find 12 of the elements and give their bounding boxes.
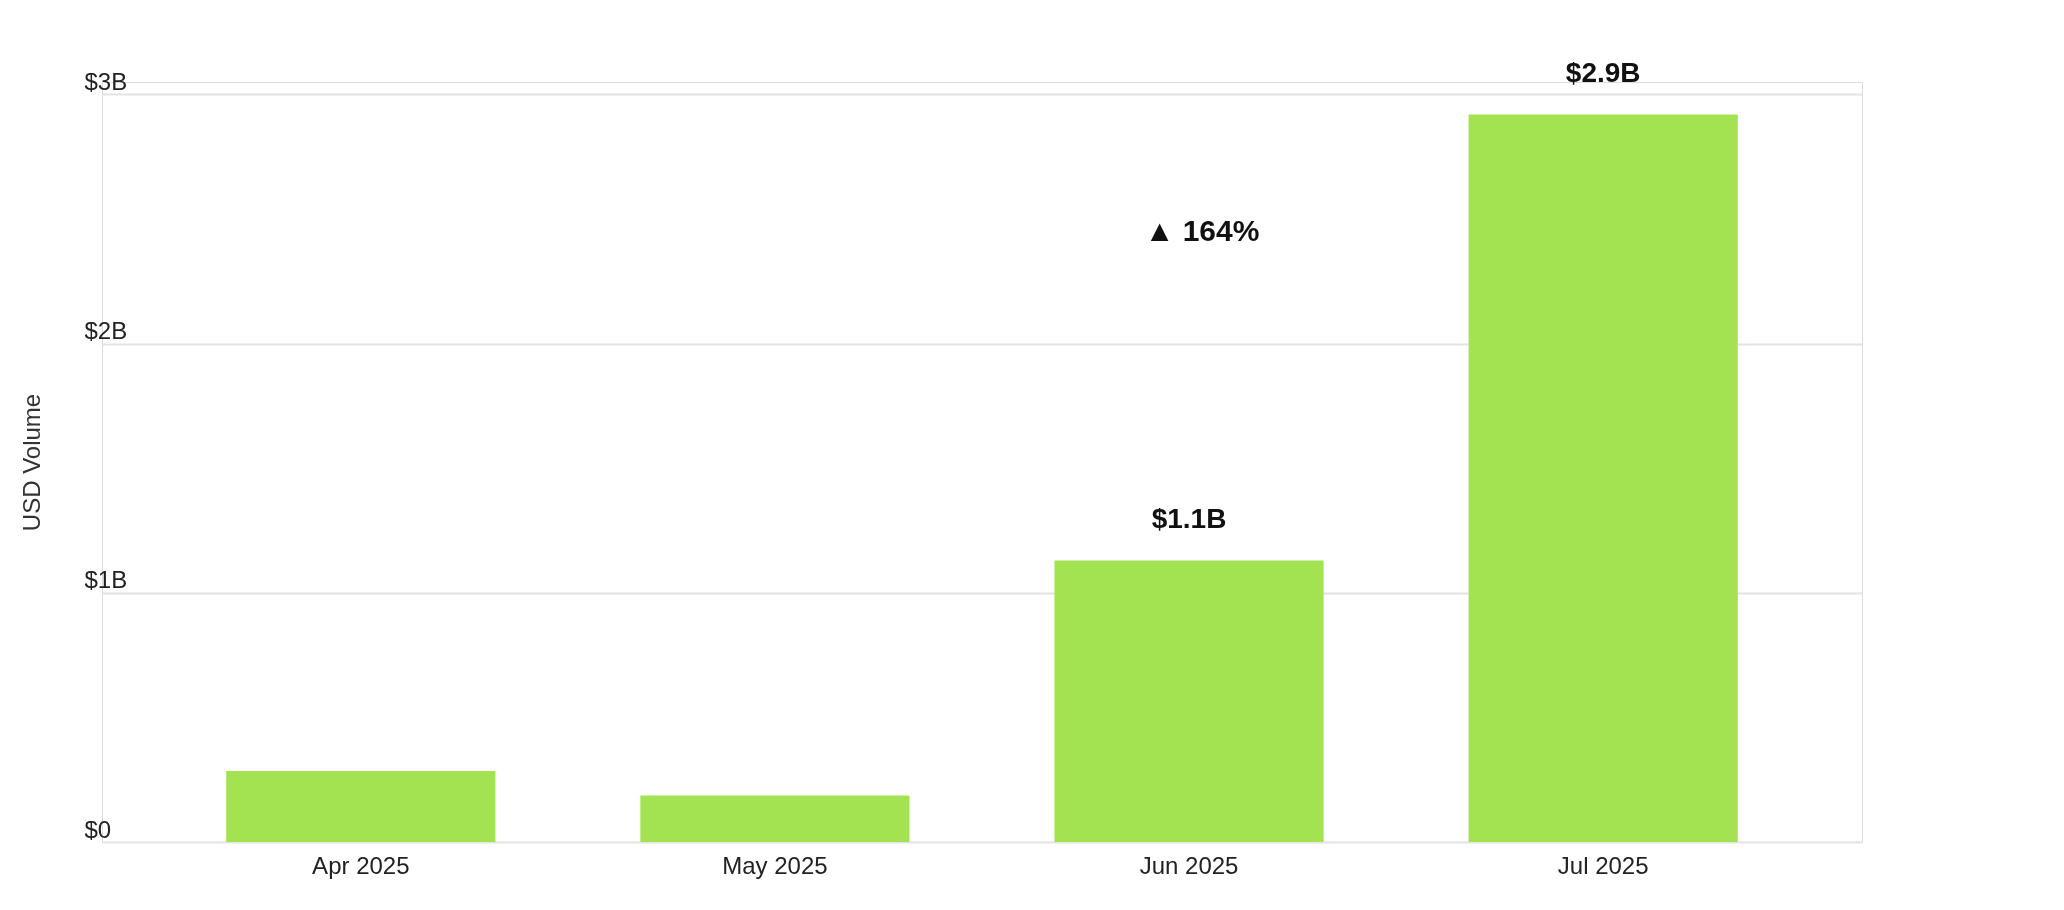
y-tick-label: $3B [84,67,128,95]
annotation: ▲ 164% [1144,214,1260,247]
y-tick-label: $2B [84,317,128,345]
y-tick-label: $0 [84,815,112,843]
x-tick-label: May 2025 [722,851,828,879]
data-label: $1.1B [1151,503,1227,535]
y-tick-label: $1B [84,566,128,594]
x-tick-label: Jul 2025 [1557,851,1649,879]
x-tick-label: Jun 2025 [1139,851,1239,879]
y-axis-title: USD Volume [17,393,45,532]
x-tick-label: Apr 2025 [312,851,410,879]
data-label: $2.9B [1565,57,1641,89]
